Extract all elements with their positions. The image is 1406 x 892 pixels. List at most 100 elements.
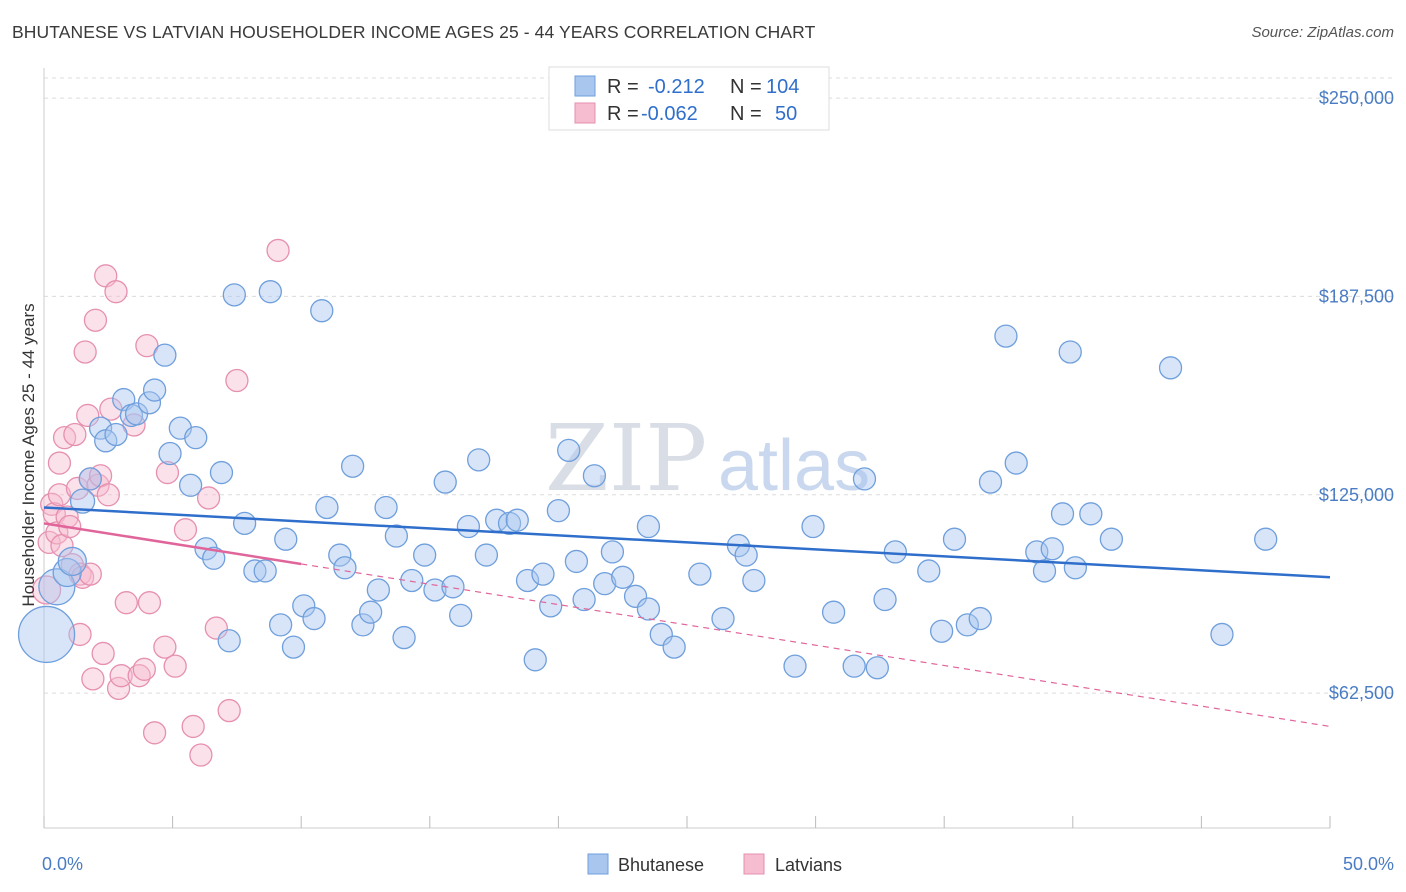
bhutanese-point <box>821 600 846 624</box>
bhutanese-point <box>268 613 293 637</box>
legend-box <box>548 66 830 131</box>
bhutanese-point <box>865 656 889 680</box>
bhutanese-point <box>184 426 208 450</box>
bhutanese-point <box>232 511 257 535</box>
bhutanese-point <box>649 622 673 647</box>
y-axis-label: Householder Income Ages 25 - 44 years <box>19 303 38 606</box>
series-name-latvians: Latvians <box>775 855 842 875</box>
bhutanese-point <box>883 540 907 564</box>
legend-swatch-bhutanese <box>574 75 596 97</box>
legend-r-value: -0.062 <box>641 103 698 125</box>
bhutanese-point <box>852 467 877 491</box>
legend-n-label: N = <box>730 103 762 125</box>
bhutanese-point <box>1079 502 1103 526</box>
bhutanese-point <box>467 448 491 472</box>
bhutanese-point <box>1210 622 1234 647</box>
bhutanese-point <box>274 527 298 551</box>
bhutanese-point <box>104 422 128 447</box>
latvian-point <box>266 238 290 263</box>
latvian-point <box>83 308 108 332</box>
bhutanese-point <box>217 629 241 653</box>
bhutanese-point <box>57 546 87 577</box>
y-tick-label: $187,500 <box>1319 286 1394 306</box>
bhutanese-point <box>1040 537 1064 561</box>
latvian-point <box>91 641 115 666</box>
bhutanese-point <box>366 578 391 602</box>
latvian-point <box>196 486 221 510</box>
bhutanese-point <box>611 565 635 589</box>
bhutanese-point <box>505 508 529 532</box>
bhutanese-point <box>955 613 979 637</box>
bhutanese-point <box>968 606 992 631</box>
latvian-point <box>217 698 241 723</box>
bhutanese-point <box>358 600 383 624</box>
bhutanese-point <box>374 495 398 520</box>
bhutanese-point <box>572 587 596 612</box>
latvian-point <box>63 422 87 447</box>
latvian-point <box>155 460 180 485</box>
latvian-point <box>104 280 128 304</box>
latvian-point <box>40 492 64 516</box>
latvian-point <box>137 591 162 615</box>
bhutanese-point <box>1158 356 1183 380</box>
bhutanese-point <box>917 559 941 583</box>
latvian-trend-line <box>43 522 302 566</box>
y-tick-label: $62,500 <box>1329 683 1394 703</box>
watermark-zip: ZIP <box>545 405 707 512</box>
latvian-point <box>225 368 249 393</box>
chart-source: Source: ZipAtlas.com <box>1251 24 1394 41</box>
latvian-point <box>76 403 100 428</box>
bhutanese-point <box>546 498 571 523</box>
bhutanese-point <box>315 495 339 520</box>
series-legend: Bhutanese Latvians <box>587 853 842 875</box>
bhutanese-point <box>801 514 825 539</box>
legend-n-value: 50 <box>775 103 797 125</box>
bhutanese-point <box>636 514 661 539</box>
latvian-point <box>189 743 213 767</box>
bhutanese-point <box>253 559 277 583</box>
bhutanese-point <box>258 280 282 304</box>
legend-n-value: 104 <box>766 76 799 98</box>
latvian-point <box>142 721 167 745</box>
latvian-point <box>96 483 120 507</box>
bhutanese-point <box>582 464 607 488</box>
bhutanese-point <box>783 654 807 678</box>
series-swatch-bhutanese <box>587 853 609 875</box>
axes <box>43 68 1331 829</box>
bhutanese-point <box>413 543 437 567</box>
bhutanese-point <box>384 524 409 548</box>
bhutanese-point <box>178 473 203 497</box>
latvian-trend-line-dashed <box>301 563 1331 728</box>
bhutanese-point <box>137 391 162 415</box>
latvian-point <box>65 476 90 501</box>
bhutanese-point <box>1058 340 1082 364</box>
bhutanese-point <box>142 378 167 402</box>
legend-r-label: R = <box>607 103 639 125</box>
bhutanese-point <box>88 416 113 440</box>
bhutanese-point <box>688 562 712 586</box>
x-tick-label-end: 50.0% <box>1343 854 1394 874</box>
bhutanese-point <box>1099 527 1124 551</box>
bhutanese-point <box>423 578 447 602</box>
latvian-point <box>47 483 72 507</box>
bhutanese-point <box>17 605 76 664</box>
series-swatch-latvians <box>743 853 765 875</box>
bhutanese-point <box>929 619 954 643</box>
bhutanese-point <box>392 625 416 650</box>
bhutanese-point <box>531 562 555 586</box>
latvian-point <box>153 635 177 659</box>
trend-lines <box>43 506 1331 728</box>
latvian-point <box>132 657 156 681</box>
latvian-point <box>163 654 187 678</box>
watermark-atlas: atlas <box>718 426 870 506</box>
y-tick-labels: $62,500 $125,000 $187,500 $250,000 <box>1319 88 1394 703</box>
latvian-point <box>135 333 159 358</box>
bhutanese-point <box>243 559 267 583</box>
bhutanese-point <box>310 299 334 323</box>
bhutanese-point <box>69 488 96 514</box>
y-tick-label: $125,000 <box>1319 485 1394 505</box>
bhutanese-point <box>742 568 766 593</box>
bhutanese-point <box>351 613 375 637</box>
bhutanese-point <box>600 540 625 564</box>
